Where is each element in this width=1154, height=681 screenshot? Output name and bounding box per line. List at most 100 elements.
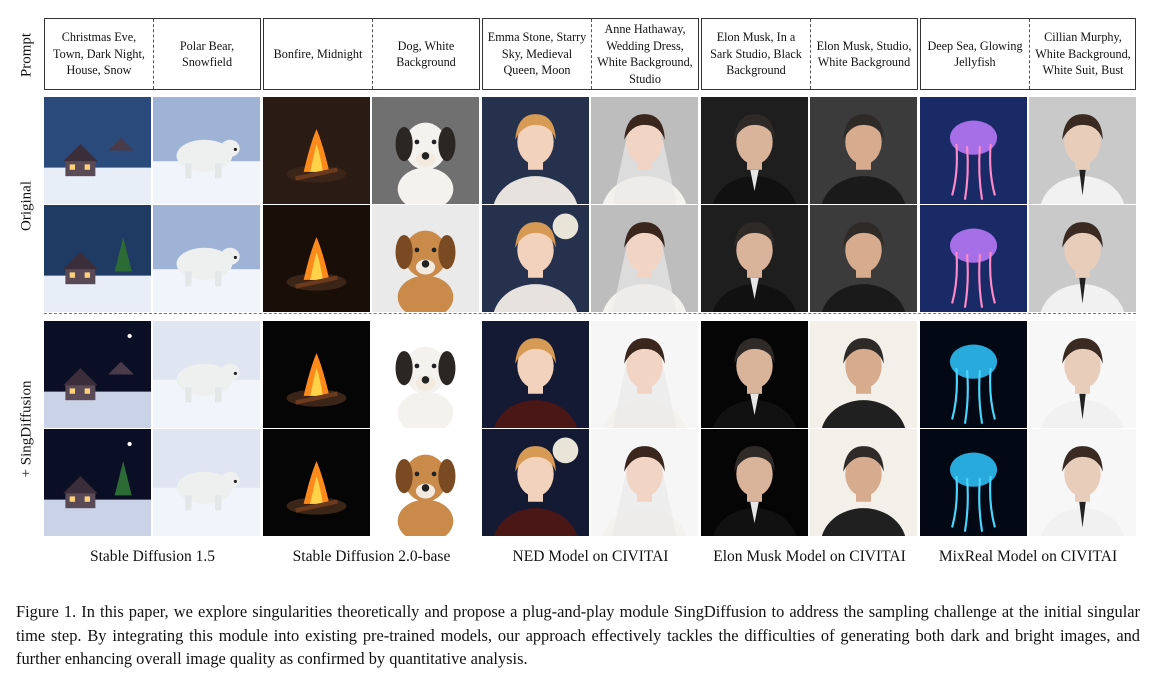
image-thumbnail [920,97,1027,204]
model-label-elon: Elon Musk Model on CIVITAI [713,548,906,565]
row-label-original: Original [18,181,35,231]
image-thumbnail [482,205,589,312]
prompt-cell: Cillian Murphy, White Background, White … [1035,30,1131,78]
image-thumbnail [482,429,589,536]
image-thumbnail [44,429,151,536]
image-thumbnail [153,205,260,312]
singdiffusion-image-man-white-suit [1029,321,1136,428]
original-image-bride-portrait [591,205,698,312]
singdiffusion-image-jellyfish [920,429,1027,536]
singdiffusion-image-dog [372,429,479,536]
figure-caption: Figure 1. In this paper, we explore sing… [16,602,1140,668]
original-image-polar-bear [153,205,260,312]
image-thumbnail [263,321,370,428]
image-thumbnail [810,321,917,428]
model-label-ned: NED Model on CIVITAI [512,548,669,565]
original-image-queen-portrait [482,97,589,204]
image-thumbnail [920,429,1027,536]
prompt-cell: Elon Musk, In a Sark Studio, Black Backg… [710,30,802,78]
image-thumbnail [263,429,370,536]
prompt-cell: Elon Musk, Studio, White Background [816,38,912,70]
image-thumbnail [810,97,917,204]
image-thumbnail [153,97,260,204]
original-image-bride-portrait [591,97,698,204]
singdiffusion-image-man-white-suit [1029,429,1136,536]
image-thumbnail [591,321,698,428]
singdiffusion-image-man-white [810,429,917,536]
image-thumbnail [1029,321,1136,428]
original-image-bonfire [263,205,370,312]
singdiffusion-image-bonfire [263,321,370,428]
prompt-cell: Emma Stone, Starry Sky, Medieval Queen, … [487,30,587,78]
original-image-queen-portrait [482,205,589,312]
prompt-cell: Anne Hathaway, Wedding Dress, White Back… [597,22,693,86]
singdiffusion-image-polar-bear [153,429,260,536]
original-image-man-white-suit [1029,205,1136,312]
singdiffusion-image-dog [372,321,479,428]
image-thumbnail [810,429,917,536]
singdiffusion-image-bonfire [263,429,370,536]
original-image-man-dark [701,97,808,204]
image-thumbnail [482,97,589,204]
original-image-man-dark [701,205,808,312]
image-thumbnail [482,321,589,428]
singdiffusion-image-jellyfish [920,321,1027,428]
image-thumbnail [263,205,370,312]
image-thumbnail [701,321,808,428]
image-thumbnail [44,321,151,428]
original-image-town-night [44,97,151,204]
prompt-cell: Deep Sea, Glowing Jellyfish [927,38,1023,70]
original-image-polar-bear [153,97,260,204]
row-label-prompt: Prompt [18,32,35,78]
original-image-jellyfish [920,205,1027,312]
original-image-bonfire [263,97,370,204]
image-thumbnail [920,321,1027,428]
singdiffusion-image-man-dark [701,321,808,428]
model-label-mixreal: MixReal Model on CIVITAI [938,548,1118,565]
image-thumbnail [1029,97,1136,204]
image-thumbnail [372,321,479,428]
prompt-group-elon: Elon Musk, In a Sark Studio, Black Backg… [701,18,918,90]
image-thumbnail [1029,429,1136,536]
image-thumbnail [1029,205,1136,312]
prompt-cell: Dog, White Background [396,38,456,70]
image-thumbnail [153,429,260,536]
image-thumbnail [44,205,151,312]
singdiffusion-image-bride-portrait [591,321,698,428]
prompt-group-sd15: Christmas Eve, Town, Dark Night, House, … [44,18,261,90]
original-image-dog [372,205,479,312]
original-image-town-night [44,205,151,312]
image-thumbnail [153,321,260,428]
singdiffusion-image-bride-portrait [591,429,698,536]
model-label-sd15: Stable Diffusion 1.5 [90,548,215,565]
singdiffusion-image-queen-portrait [482,429,589,536]
original-image-jellyfish [920,97,1027,204]
singdiffusion-image-town-night [44,429,151,536]
original-image-man-white [810,97,917,204]
image-thumbnail [701,429,808,536]
singdiffusion-image-town-night [44,321,151,428]
singdiffusion-image-polar-bear [153,321,260,428]
row-label-singdiffusion: + SingDiffusion [18,380,35,478]
prompt-cell: Polar Bear, Snowfield [179,38,235,70]
prompt-cell: Christmas Eve, Town, Dark Night, House, … [53,30,145,78]
image-thumbnail [701,97,808,204]
image-thumbnail [372,97,479,204]
prompt-group-sd20: Bonfire, Midnight Dog, White Background [263,18,480,90]
prompt-cell: Bonfire, Midnight [273,46,363,61]
singdiffusion-image-queen-portrait [482,321,589,428]
row-divider [44,313,1136,314]
prompt-group-ned: Emma Stone, Starry Sky, Medieval Queen, … [482,18,699,90]
image-thumbnail [920,205,1027,312]
image-thumbnail [263,97,370,204]
image-thumbnail [372,429,479,536]
singdiffusion-image-man-dark [701,429,808,536]
image-thumbnail [44,97,151,204]
original-image-man-white [810,205,917,312]
original-image-man-white-suit [1029,97,1136,204]
image-thumbnail [591,429,698,536]
original-image-dog [372,97,479,204]
singdiffusion-image-man-white [810,321,917,428]
image-thumbnail [372,205,479,312]
